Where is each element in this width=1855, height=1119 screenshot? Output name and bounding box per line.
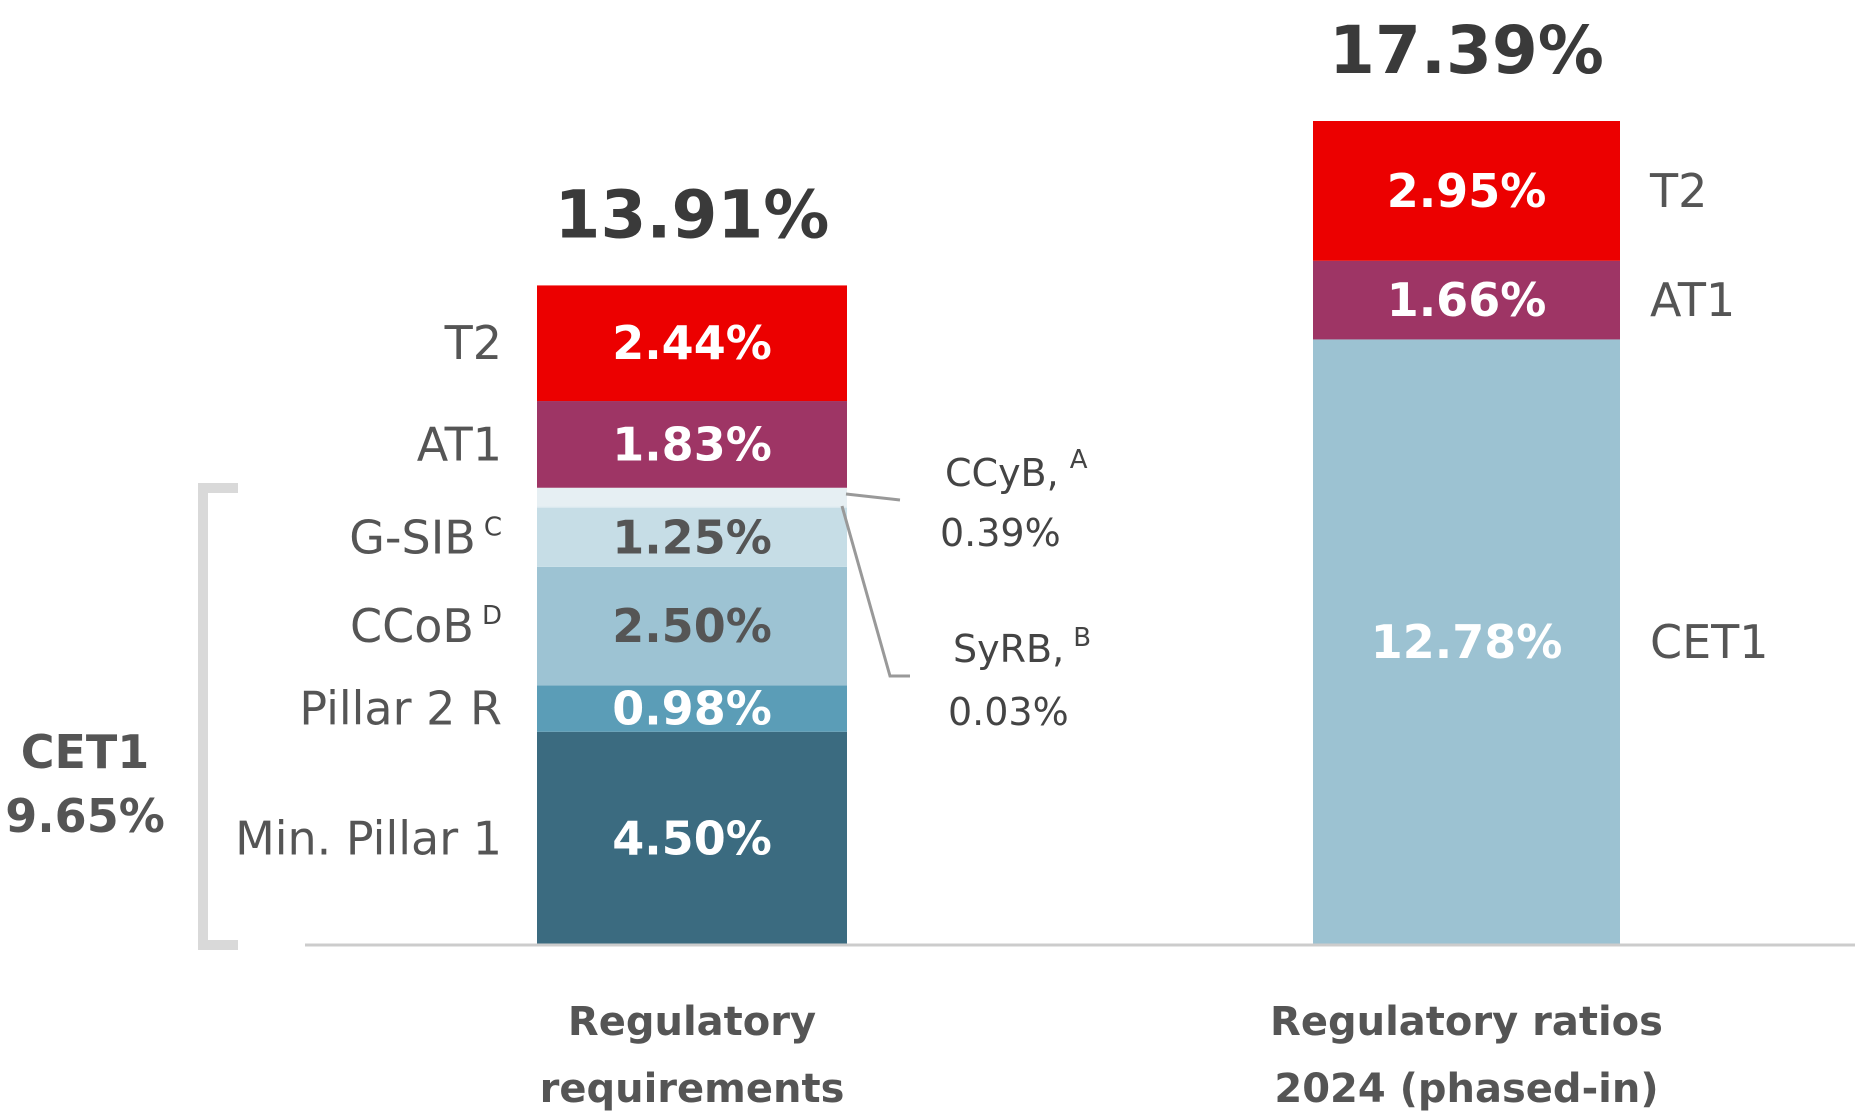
cet1-bracket-title: CET1 [21,725,150,779]
segment-value-label-1-g-sib: 1.25% [612,510,772,564]
category-label-2-line-1: Regulatory ratios [1270,999,1663,1045]
bar-segment-1-at1 [537,401,847,488]
segment-value-label-1-ccob: 2.50% [612,599,772,653]
category-label-1-line-1: Regulatory [568,999,816,1045]
segment-name-label-1-ccob: CCoB D [350,599,502,653]
segment-name-label-2-t2: T2 [1649,164,1707,218]
segment-value-label-1-pillar-2-r: 0.98% [612,682,772,736]
segment-name-label-1-at1: AT1 [417,417,502,471]
segment-name-label-2-at1: AT1 [1650,273,1735,327]
segment-name-label-1-min-pillar-1: Min. Pillar 1 [235,811,502,865]
cet1-bracket [198,483,238,950]
syrb-leader-line [840,505,910,678]
bar-segment-1-pillar-2-r [537,685,847,732]
bar-segment-1-min-pillar-1 [537,731,847,945]
bars-layer [537,121,1620,945]
bar-segment-2-t2 [1313,121,1620,261]
category-label-2-line-2: 2024 (phased-in) [1274,1066,1658,1112]
bar-segment-1-syrb [537,506,847,508]
bar-total-label-1: 13.91% [555,176,830,253]
bar-total-label-2: 17.39% [1329,12,1604,89]
segment-value-label-2-cet1: 12.78% [1371,615,1563,669]
segment-name-label-1-t2: T2 [444,316,502,370]
ccyb-annotation-value: 0.39% [940,511,1061,555]
segment-name-label-2-cet1: CET1 [1650,615,1769,669]
segment-value-label-2-t2: 2.95% [1387,164,1547,218]
syrb-annotation-value: 0.03% [948,690,1069,734]
ccyb-leader-line [845,492,901,502]
bar-segment-1-ccob [537,566,847,686]
segment-name-label-1-pillar-2-r: Pillar 2 R [299,682,502,736]
category-label-1-line-2: requirements [540,1066,845,1112]
segment-value-label-2-at1: 1.66% [1387,273,1547,327]
segment-value-label-1-min-pillar-1: 4.50% [612,811,772,865]
bar-segment-2-cet1 [1313,339,1620,945]
segment-value-label-1-at1: 1.83% [612,417,772,471]
segment-value-label-1-t2: 2.44% [612,316,772,370]
bar-segment-1-t2 [537,285,847,402]
bar-segment-1-ccyb [537,487,847,507]
cet1-bracket-value: 9.65% [5,789,165,843]
syrb-annotation-label: SyRB, B [953,623,1091,671]
segment-name-label-1-g-sib: G-SIB C [349,510,502,564]
bar-segment-2-at1 [1313,260,1620,340]
labels-layer: 4.50% Min. Pillar 1 0.98% Pillar 2 R 2.50% CC… [235,12,1769,1112]
bar-segment-1-g-sib [537,507,847,567]
ccyb-annotation-label: CCyB, A [945,445,1088,495]
